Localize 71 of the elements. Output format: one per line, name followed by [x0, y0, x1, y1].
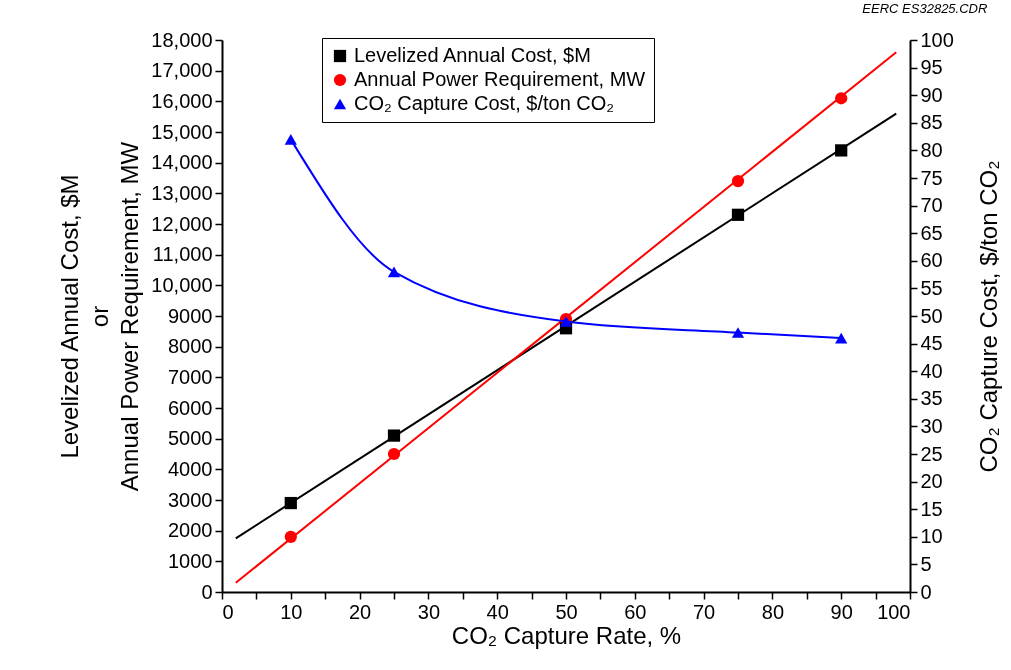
- y2-tick-label: 85: [920, 111, 943, 134]
- y2-tick-label: 80: [920, 138, 943, 161]
- y-tick-label: 17,000: [151, 59, 213, 82]
- y-tick-label: 13,000: [151, 181, 213, 204]
- x-tick-label: 80: [761, 600, 785, 623]
- y2-tick-label: 35: [920, 387, 943, 410]
- y2-tick-label: 25: [920, 442, 943, 465]
- y-tick-label: 3000: [168, 488, 213, 511]
- x-tick-label: 100: [877, 600, 911, 623]
- y2-tick-label: 90: [920, 83, 943, 106]
- x-axis-title: CO₂ Capture Rate, %: [451, 621, 682, 649]
- y-tick-label: 4000: [168, 457, 213, 480]
- point: [284, 496, 297, 510]
- y2-tick-label: 50: [920, 304, 943, 327]
- y2-tick-label: 30: [920, 414, 943, 437]
- y-tick-label: 12,000: [151, 212, 213, 235]
- y2-tick-label: 60: [920, 249, 943, 272]
- x-tick-label: 0: [222, 600, 234, 623]
- y2-tick-label: 10: [920, 525, 943, 548]
- point: [835, 332, 848, 344]
- y-tick-label: 8000: [168, 335, 213, 358]
- y-tick-label: 7000: [168, 365, 213, 388]
- x-tick-label: 70: [692, 600, 716, 623]
- y2-tick-label: 70: [920, 194, 943, 217]
- x-tick-label: 60: [624, 600, 647, 623]
- text: EERC ES32825.CDR: [862, 1, 988, 16]
- y2-tick-label: 100: [920, 28, 954, 51]
- y-tick-label: 15,000: [151, 120, 213, 143]
- point: [731, 174, 745, 188]
- y2-tick-label: 75: [920, 166, 943, 189]
- y-axis-title: Levelized Annual Cost, $M or Annual Power Requirement, MW: [56, 141, 144, 492]
- y-tick-label: 10,000: [151, 273, 213, 296]
- x-tick-label: 20: [348, 600, 372, 623]
- y-tick-label: 2000: [168, 519, 213, 542]
- point: [559, 316, 573, 327]
- y2-tick-label: 20: [920, 470, 943, 493]
- y2-tick-label: 65: [920, 221, 943, 244]
- point: [835, 144, 848, 157]
- y-tick-label: 0: [201, 580, 213, 603]
- y2-tick-label: 40: [920, 359, 943, 382]
- y-tick-label: 18,000: [151, 28, 213, 51]
- x-tick-label: 50: [555, 600, 578, 623]
- x-tick-label: 10: [280, 600, 303, 623]
- point: [387, 266, 401, 278]
- y2-tick-label: 95: [920, 56, 943, 79]
- point: [731, 208, 745, 221]
- point: [387, 447, 401, 461]
- x-tick-label: 90: [830, 600, 853, 623]
- y-tick-label: 16,000: [151, 89, 213, 112]
- legend-label: Annual Power Requirement, MW: [354, 68, 646, 90]
- y-tick-label: 6000: [168, 396, 213, 419]
- point: [731, 327, 745, 338]
- y-tick-label: 14,000: [151, 151, 213, 174]
- y-tick-label: 5000: [168, 427, 213, 450]
- point: [835, 92, 848, 105]
- y2-tick-label: 45: [920, 332, 943, 355]
- y2-tick-label: 0: [920, 580, 932, 603]
- y-tick-label: 1000: [168, 549, 213, 572]
- point: [284, 134, 297, 145]
- y2-axis-title: CO₂ Capture Cost, $/ton CO₂: [974, 160, 1002, 473]
- legend-label: CO₂ Capture Cost, $/ton CO₂: [354, 92, 615, 114]
- y2-tick-label: 5: [920, 552, 932, 575]
- y-tick-label: 11,000: [152, 243, 213, 266]
- legend-label: Levelized Annual Cost, $M: [354, 44, 591, 66]
- x-tick-label: 40: [486, 600, 509, 623]
- point: [387, 429, 401, 442]
- y-tick-label: 9000: [168, 304, 213, 327]
- y2-tick-label: 55: [920, 276, 943, 299]
- x-tick-label: 30: [417, 600, 441, 623]
- y2-tick-label: 15: [920, 497, 943, 520]
- point: [284, 530, 297, 543]
